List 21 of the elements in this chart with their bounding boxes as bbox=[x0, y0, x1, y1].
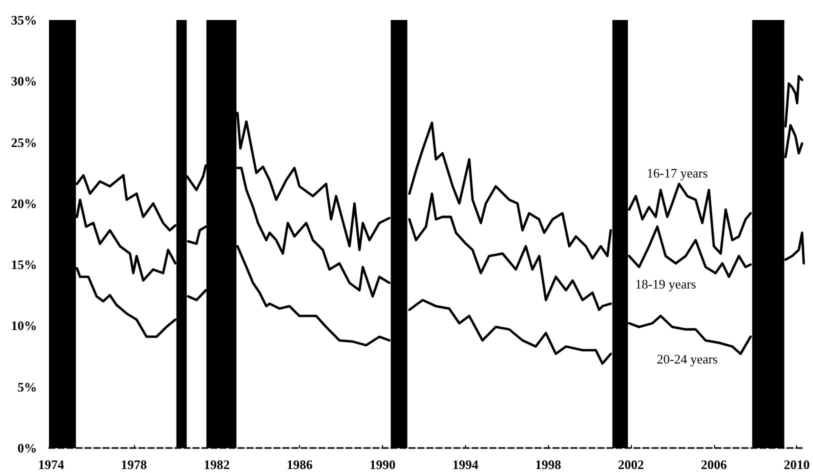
series-label: 18-19 years bbox=[635, 276, 696, 292]
x-tick-label: 1978 bbox=[120, 457, 148, 472]
x-tick-label: 1982 bbox=[204, 457, 230, 472]
y-tick-label: 35% bbox=[11, 12, 37, 28]
y-tick-label: 0% bbox=[18, 440, 37, 456]
y-tick-label: 5% bbox=[18, 379, 37, 394]
x-tick-label: 2010 bbox=[784, 457, 810, 472]
x-tick-label: 1994 bbox=[452, 457, 479, 472]
x-tick-label: 1998 bbox=[535, 457, 562, 472]
y-tick-label: 25% bbox=[11, 134, 37, 150]
x-tick-label: 2006 bbox=[700, 457, 728, 472]
series-label: 20-24 years bbox=[656, 351, 718, 366]
series-label: 16-17 years bbox=[646, 165, 708, 180]
x-tick-label: 1974 bbox=[38, 457, 65, 472]
x-tick-label: 2002 bbox=[618, 457, 644, 472]
x-tick-label: 1990 bbox=[369, 457, 396, 472]
y-tick-label: 10% bbox=[11, 318, 37, 334]
x-tick-label: 1986 bbox=[286, 457, 314, 472]
y-tick-label: 20% bbox=[11, 196, 37, 211]
y-tick-label: 30% bbox=[11, 74, 37, 89]
y-tick-label: 15% bbox=[11, 257, 37, 272]
